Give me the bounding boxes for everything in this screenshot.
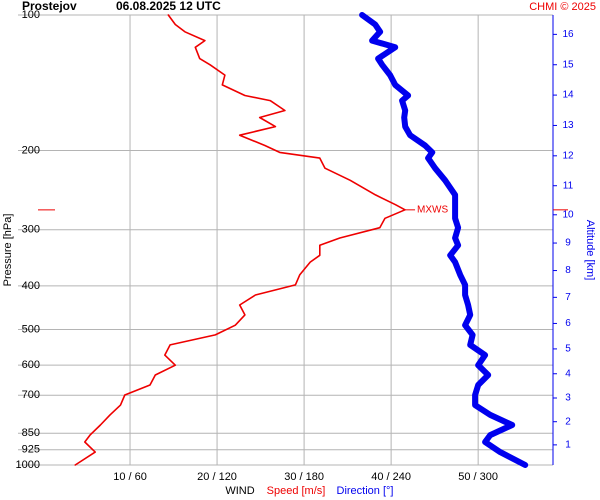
- y-tick-label: 400: [22, 280, 40, 292]
- y2-tick-label: 6: [565, 318, 571, 329]
- y2-tick-label: 5: [565, 344, 571, 355]
- x-tick-label: 10 / 60: [113, 471, 147, 483]
- y2-tick-label: 14: [562, 90, 574, 101]
- x-tick-label: 30 / 180: [284, 471, 324, 483]
- y2-tick-label: 1: [565, 440, 571, 451]
- y-tick-label: 925: [22, 444, 40, 456]
- y2-tick-label: 13: [562, 120, 574, 131]
- y2-tick-label: 15: [562, 59, 574, 70]
- x-tick-label: 50 / 300: [458, 471, 498, 483]
- y-tick-label: 600: [22, 359, 40, 371]
- y2-tick-label: 8: [565, 265, 571, 276]
- y2-tick-label: 9: [565, 238, 571, 249]
- y2-tick-label: 11: [563, 180, 574, 191]
- y-tick-label: 500: [22, 323, 40, 335]
- y-tick-label: 1000: [16, 459, 40, 471]
- y-tick-label: 300: [22, 224, 40, 236]
- series-line: [74, 14, 406, 466]
- y-axis-label: Pressure [hPa]: [2, 214, 14, 287]
- series-line: [359, 12, 529, 468]
- x-tick-label: 40 / 240: [371, 471, 411, 483]
- y2-tick-label: 16: [562, 29, 574, 40]
- y-tick-label: 850: [22, 427, 40, 439]
- y2-tick-label: 2: [565, 416, 571, 427]
- chart-title: Prostejov: [22, 0, 77, 13]
- y2-tick-label: 4: [565, 368, 571, 379]
- y2-tick-label: 7: [565, 292, 571, 303]
- y-tick-label: 200: [22, 144, 40, 156]
- x-axis-label: WIND: [225, 485, 254, 497]
- y2-tick-label: 12: [562, 150, 574, 161]
- credit: CHMI © 2025: [529, 1, 596, 13]
- y-tick-label: 100: [22, 9, 40, 21]
- mxws-label: MXWS: [417, 204, 448, 215]
- y-tick-label: 700: [22, 389, 40, 401]
- legend-label: Speed [m/s]: [267, 485, 326, 497]
- y2-axis-label: Altitude [km]: [584, 220, 596, 281]
- y2-tick-label: 3: [565, 393, 571, 404]
- legend-label: Direction [°]: [337, 485, 394, 497]
- chart-subtitle: 06.08.2025 12 UTC: [116, 0, 221, 13]
- y2-tick-label: 10: [562, 209, 574, 220]
- x-tick-label: 20 / 120: [197, 471, 237, 483]
